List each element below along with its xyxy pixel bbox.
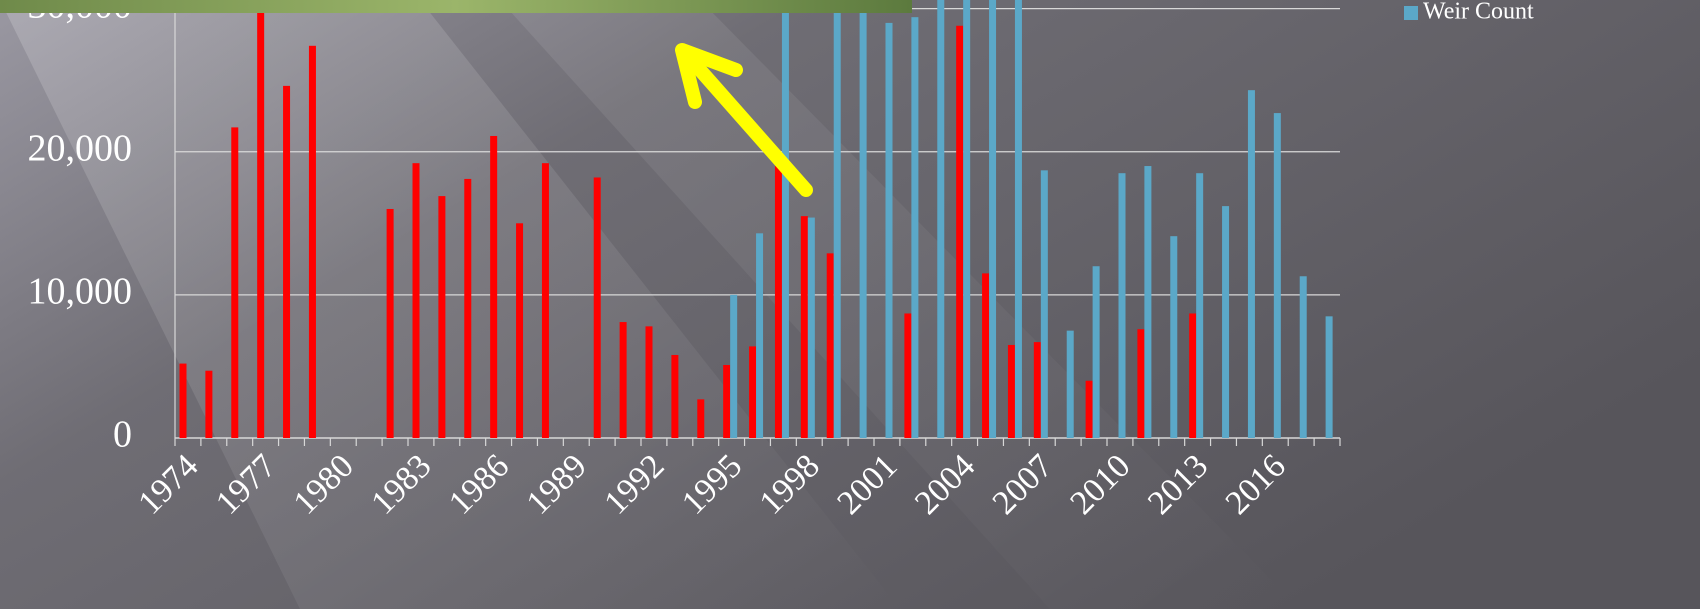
bar <box>464 179 471 438</box>
bar <box>620 322 627 438</box>
bar <box>1086 381 1093 438</box>
bar <box>834 13 841 438</box>
bar <box>309 46 316 438</box>
bar <box>490 136 497 438</box>
bar <box>723 365 730 438</box>
bar <box>1222 206 1229 438</box>
bar <box>516 223 523 438</box>
y-tick-label: 20,000 <box>28 127 133 169</box>
bar <box>1196 173 1203 438</box>
bar <box>782 13 789 438</box>
bar <box>1015 0 1022 438</box>
bar <box>1144 166 1151 438</box>
bar <box>438 196 445 438</box>
bar <box>257 0 264 438</box>
slide: 010,00020,00030,000197419771980198319861… <box>0 0 1700 609</box>
bar <box>911 17 918 438</box>
bar <box>808 218 815 438</box>
bar <box>1119 173 1126 438</box>
bar <box>671 355 678 438</box>
bar <box>1300 276 1307 438</box>
bar <box>1093 266 1100 438</box>
bar <box>827 253 834 438</box>
bar <box>387 209 394 438</box>
bar <box>1041 170 1048 438</box>
bar <box>1008 345 1015 438</box>
bar <box>413 163 420 438</box>
bar <box>542 163 549 438</box>
bar <box>963 0 970 438</box>
legend-label: Weir Count <box>1423 0 1534 25</box>
y-tick-label: 0 <box>113 414 132 456</box>
bar <box>1067 331 1074 438</box>
y-tick-label: 10,000 <box>28 271 133 313</box>
bar <box>886 23 893 438</box>
bar <box>594 177 601 438</box>
bar <box>982 273 989 438</box>
bar <box>730 295 737 438</box>
bar <box>205 371 212 438</box>
bar <box>937 0 944 438</box>
bar <box>646 326 653 438</box>
bar <box>904 313 911 438</box>
bar <box>956 26 963 438</box>
photo-strip <box>0 0 912 13</box>
bar <box>283 86 290 438</box>
legend-swatch <box>1404 6 1418 20</box>
bar <box>1170 236 1177 438</box>
bar <box>749 346 756 438</box>
bar <box>1034 342 1041 438</box>
bar <box>231 127 238 438</box>
bar <box>1248 90 1255 438</box>
bar <box>180 364 187 438</box>
bar <box>1274 113 1281 438</box>
bar <box>1189 313 1196 438</box>
bar <box>1137 329 1144 438</box>
bar <box>860 11 867 438</box>
bar <box>989 0 996 438</box>
bar <box>775 166 782 438</box>
bar <box>801 216 808 438</box>
bar <box>756 233 763 438</box>
bar <box>697 399 704 438</box>
bar <box>1326 316 1333 438</box>
